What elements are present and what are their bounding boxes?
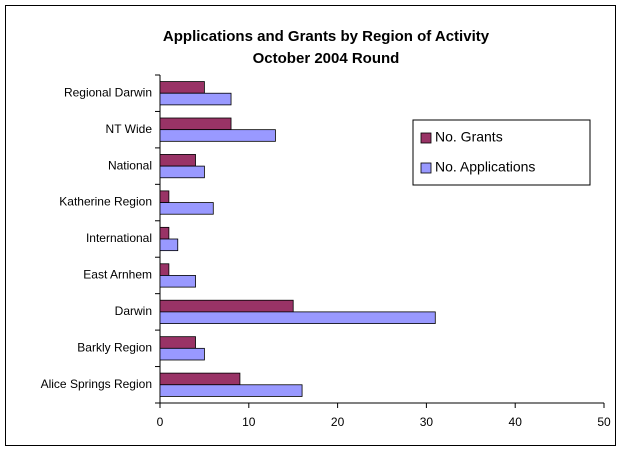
chart-subtitle: October 2004 Round: [253, 50, 400, 67]
legend-swatch: [420, 132, 432, 144]
x-tick-label: 10: [242, 415, 256, 429]
legend-swatch: [420, 162, 432, 174]
legend-box: [412, 119, 591, 186]
bar: [159, 154, 196, 167]
y-tick-label: East Arnhem: [83, 268, 152, 282]
x-tick-label: 0: [157, 415, 164, 429]
bar: [159, 311, 436, 324]
y-tick-label: International: [86, 231, 152, 245]
y-tick-label: Barkly Region: [77, 341, 152, 355]
bar: [159, 336, 196, 349]
chart-title: Applications and Grants by Region of Act…: [163, 28, 490, 45]
x-tick-label: 40: [509, 415, 523, 429]
bar: [159, 81, 205, 94]
bar: [159, 263, 170, 276]
y-tick-label: National: [108, 158, 152, 172]
x-tick-label: 50: [597, 415, 611, 429]
bar: [159, 202, 214, 215]
x-tick-label: 20: [331, 415, 345, 429]
legend-label: No. Grants: [435, 129, 503, 145]
bar: [159, 275, 196, 288]
x-tick-label: 30: [420, 415, 434, 429]
chart-frame: [5, 5, 616, 446]
bar: [159, 238, 179, 252]
y-tick-label: NT Wide: [106, 122, 153, 136]
bar: [159, 372, 241, 386]
bar: [159, 190, 170, 203]
y-tick-label: Darwin: [115, 304, 152, 318]
y-tick-label: Alice Springs Region: [41, 377, 152, 391]
bar: [159, 347, 205, 361]
y-tick-label: Katherine Region: [59, 195, 152, 209]
y-tick-label: Regional Darwin: [64, 85, 152, 99]
bar: [159, 117, 232, 131]
bar: [159, 129, 276, 142]
legend-label: No. Applications: [435, 159, 535, 175]
bar: [159, 299, 294, 313]
bar: [159, 92, 232, 106]
bar: [159, 165, 205, 179]
bar: [159, 384, 303, 397]
bar: [159, 226, 170, 240]
